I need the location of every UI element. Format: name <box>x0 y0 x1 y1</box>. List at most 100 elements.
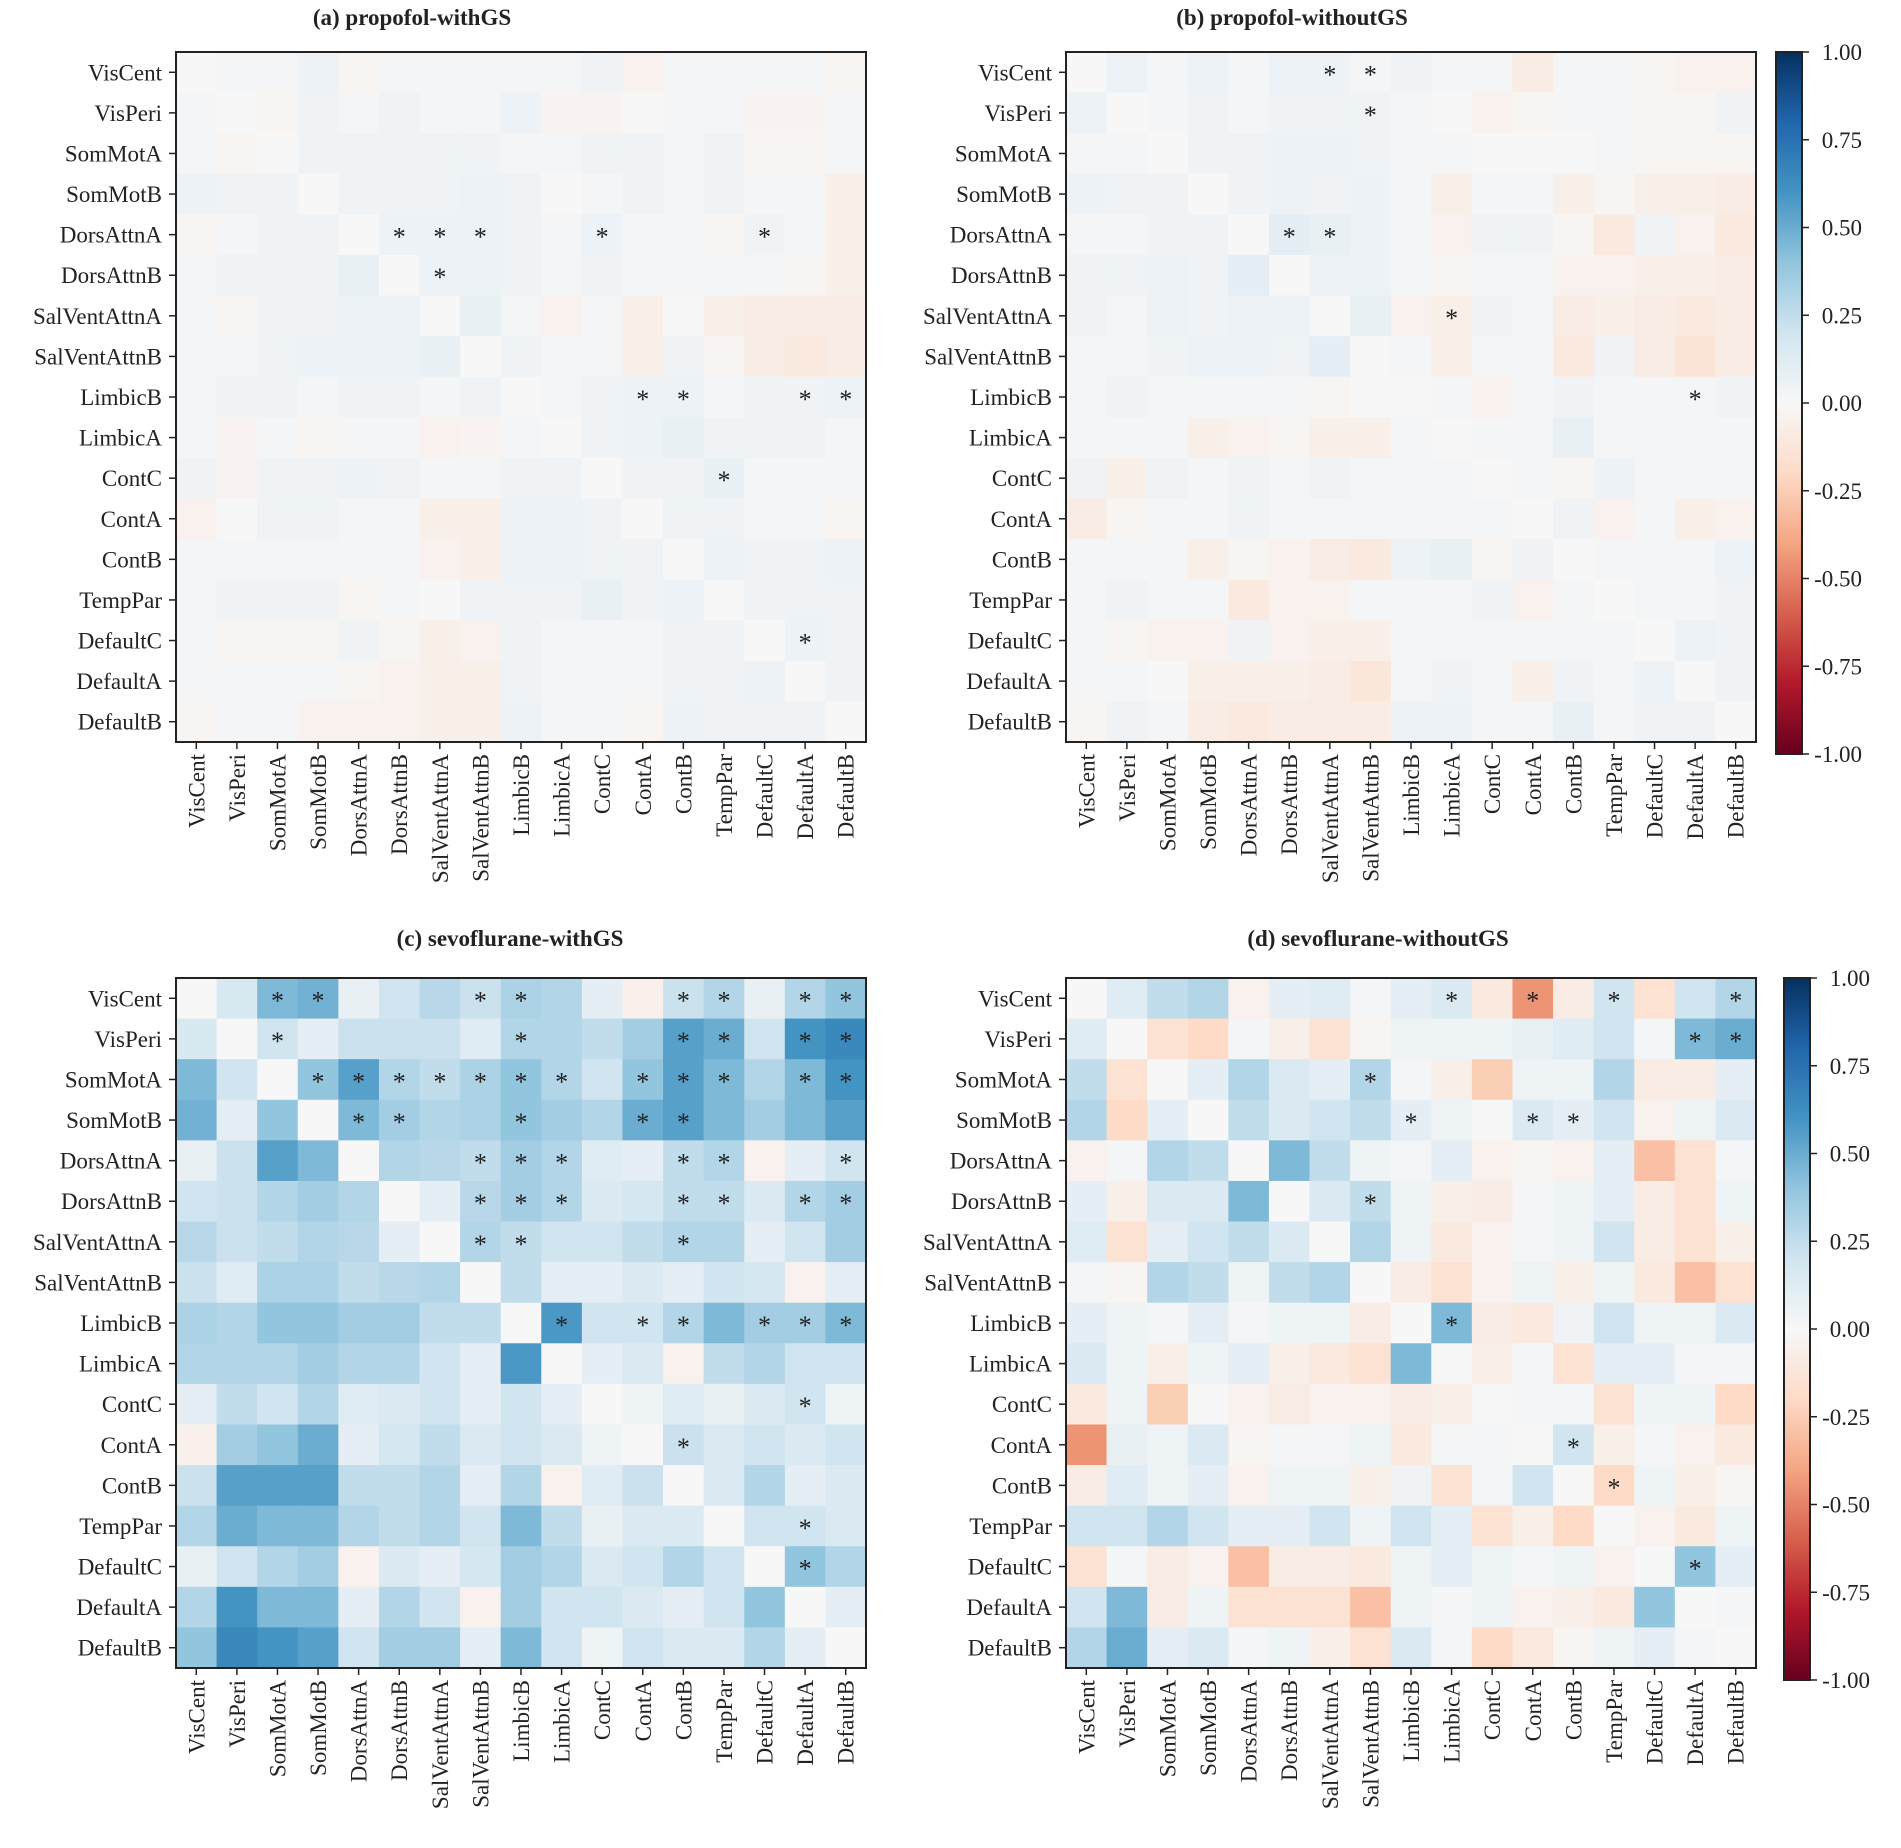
heatmap-cell <box>1512 295 1554 337</box>
heatmap-cell <box>541 254 583 297</box>
heatmap-cell <box>1228 336 1270 378</box>
heatmap-cell <box>1350 376 1392 418</box>
heatmap-cell <box>1106 1424 1148 1466</box>
heatmap-cell <box>1512 1262 1554 1304</box>
heatmap-cell <box>297 133 339 175</box>
heatmap-cell <box>1553 1059 1595 1101</box>
heatmap-cell <box>541 1099 583 1141</box>
column-label: ContA <box>1521 1680 1546 1742</box>
heatmap-cell <box>1553 1383 1595 1426</box>
heatmap-cell <box>1553 1140 1595 1182</box>
column-label: DorsAttnB <box>1277 1680 1302 1781</box>
heatmap-cell <box>257 376 299 418</box>
heatmap-cell <box>176 376 218 418</box>
heatmap-cell <box>1228 978 1270 1020</box>
column-label: DefaultA <box>793 1680 818 1766</box>
heatmap-cell <box>1309 1586 1351 1629</box>
heatmap-cell <box>1553 1221 1595 1263</box>
heatmap-cell <box>825 539 867 581</box>
heatmap-cell <box>1187 1262 1229 1304</box>
colorbar-tick-label: 1.00 <box>1830 966 1870 991</box>
heatmap-cell <box>1350 1262 1392 1304</box>
panel-title: (d) sevoflurane-withoutGS <box>1247 926 1508 951</box>
significance-star: * <box>677 1433 690 1462</box>
heatmap-cell <box>1187 1383 1229 1426</box>
heatmap-cell <box>1228 1180 1270 1223</box>
heatmap-cell <box>825 1343 867 1385</box>
heatmap-cell <box>1593 92 1635 134</box>
heatmap-cell <box>419 1383 461 1426</box>
significance-star: * <box>839 1027 852 1056</box>
heatmap-cell <box>1715 978 1757 1020</box>
column-label: DorsAttnB <box>387 1680 412 1781</box>
heatmap-cell <box>460 579 502 621</box>
heatmap-cell <box>703 1383 745 1426</box>
heatmap-cell <box>297 978 339 1020</box>
heatmap-cell <box>663 1343 705 1385</box>
heatmap-cell <box>703 1018 745 1060</box>
heatmap-cell <box>744 701 786 743</box>
heatmap-cell <box>1187 978 1229 1020</box>
column-label: VisCent <box>184 753 209 828</box>
heatmap-cell <box>1106 376 1148 418</box>
heatmap-cell <box>744 579 786 621</box>
heatmap-cell <box>1512 254 1554 297</box>
heatmap-cell <box>500 701 542 743</box>
heatmap-cell <box>338 1302 380 1344</box>
colorbar-tick-label: -1.00 <box>1814 742 1862 767</box>
heatmap-cell <box>378 1262 421 1304</box>
heatmap-cell <box>1187 1343 1229 1385</box>
heatmap-cell <box>1390 1627 1432 1669</box>
row-label: DefaultA <box>76 1595 162 1620</box>
heatmap-cell <box>1390 1343 1432 1385</box>
heatmap-cell <box>500 1343 542 1385</box>
colorbar-tick-label: -0.75 <box>1814 654 1862 679</box>
colorbar-bottom: 1.00 0.75 0.50 0.25 0.00 -0.25 -0.50 -0.75 -1.00 <box>1783 966 1870 1693</box>
heatmap-cell <box>297 1424 339 1466</box>
heatmap-cell <box>744 1505 786 1547</box>
heatmap-cell <box>1309 1262 1351 1304</box>
heatmap-cell <box>1228 1627 1270 1669</box>
heatmap-cell <box>338 1099 380 1141</box>
row-label: ContC <box>992 466 1052 491</box>
heatmap-cell <box>1431 173 1473 215</box>
heatmap-cell <box>703 1465 745 1507</box>
significance-star: * <box>1405 1108 1418 1137</box>
heatmap-cell <box>663 92 705 134</box>
heatmap-cell <box>825 1140 867 1182</box>
heatmap-cell <box>622 1343 664 1385</box>
heatmap-cell <box>1553 539 1595 581</box>
heatmap-cell <box>1309 376 1351 418</box>
heatmap-cell <box>1350 1424 1392 1466</box>
column-label: DefaultC <box>753 1680 778 1764</box>
heatmap-cell <box>622 1383 664 1426</box>
heatmap-cell <box>825 1627 867 1669</box>
significance-star: * <box>1526 986 1539 1015</box>
heatmap-cell <box>1350 1546 1392 1588</box>
heatmap-cell <box>1228 539 1270 581</box>
heatmap-cell <box>460 539 502 581</box>
column-label: SalVentAttnB <box>1358 754 1383 882</box>
heatmap-cell <box>1228 295 1270 337</box>
heatmap-cell <box>1593 457 1635 500</box>
heatmap-cell <box>703 1302 745 1344</box>
heatmap-cell <box>1674 457 1717 500</box>
heatmap-cell <box>1268 376 1311 418</box>
significance-star: * <box>839 1067 852 1096</box>
heatmap-cell <box>663 1627 705 1669</box>
heatmap-cell <box>1147 214 1189 256</box>
significance-star: * <box>515 1149 528 1178</box>
heatmap-cell <box>541 376 583 418</box>
heatmap-cell <box>1512 336 1554 378</box>
heatmap-cell <box>1187 1099 1229 1141</box>
heatmap-cell <box>1634 1505 1676 1547</box>
significance-star: * <box>717 1149 730 1178</box>
heatmap-cell <box>1066 620 1108 662</box>
heatmap-cell <box>703 1262 745 1304</box>
heatmap-cell <box>784 1627 827 1669</box>
heatmap-cell <box>460 1505 502 1547</box>
heatmap-cell <box>378 336 421 378</box>
heatmap-cell <box>1390 336 1432 378</box>
heatmap-cell <box>1715 336 1757 378</box>
heatmap-cell <box>1228 92 1270 134</box>
